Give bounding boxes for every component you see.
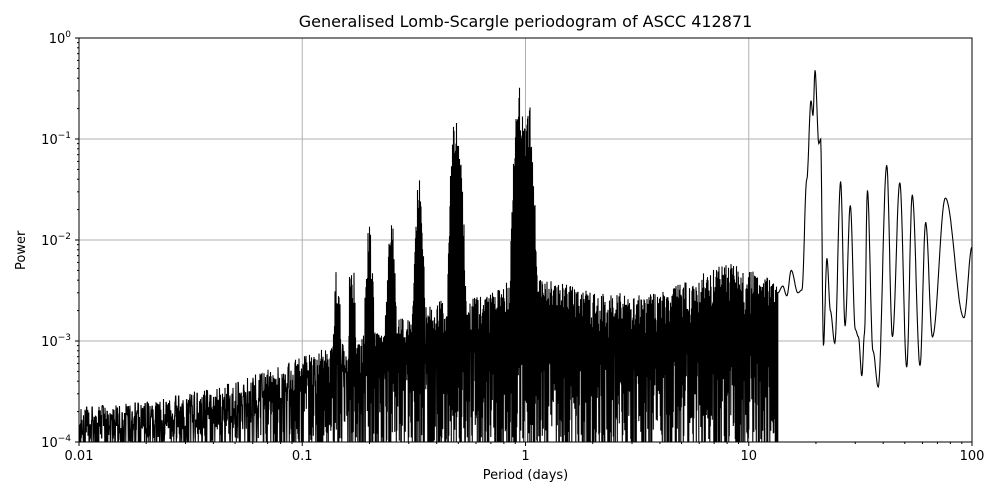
svg-text:0.1: 0.1 [292,449,313,464]
svg-text:100: 100 [960,449,985,464]
svg-text:10−1: 10−1 [41,131,71,148]
x-axis-label: Period (days) [482,468,569,483]
spectrum-line [79,70,972,442]
svg-text:10: 10 [740,449,757,464]
svg-text:1: 1 [521,449,529,464]
svg-text:10−3: 10−3 [41,333,71,350]
svg-text:0.01: 0.01 [65,449,94,464]
svg-text:100: 100 [49,30,72,47]
svg-text:10−2: 10−2 [41,232,71,249]
y-axis-label: Power [14,230,29,270]
chart-title: Generalised Lomb-Scargle periodogram of … [298,12,753,31]
x-axis-ticks: 0.01 0.1 1 10 100 [65,442,985,464]
